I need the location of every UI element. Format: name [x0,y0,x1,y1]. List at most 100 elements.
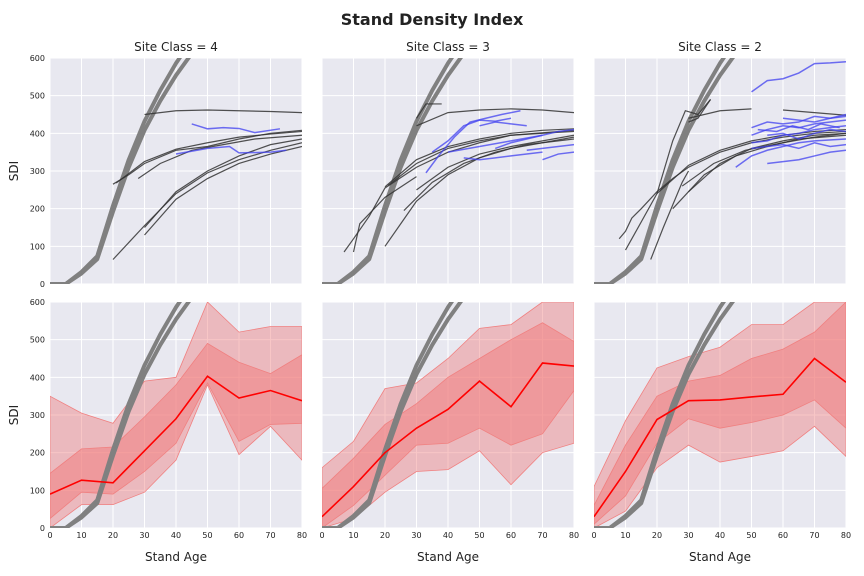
observed-line-dark [384,128,574,188]
panel-grid: Site Class = 40100200300400500600SDISite… [7,40,851,564]
x-tick-label: 50 [746,531,756,540]
observed-line-dark [688,108,752,119]
observed-line-dark [782,109,846,116]
x-tick-label: 40 [715,531,725,540]
inner-band [50,342,302,520]
observed-line-dark [352,176,417,253]
x-axis-label: Stand Age [689,550,751,564]
x-tick-label: 60 [234,531,244,540]
observed-line-blue [542,151,574,161]
panel-r1-c1: 0 10 20 30 40 50 60 70 80 Stand Age [319,301,579,564]
mean-line [50,375,302,495]
plot-area [50,302,302,528]
panel-r0-c1: Site Class = 3 [321,40,575,285]
x-axis-label: Stand Age [417,550,479,564]
x-tick-label: 40 [171,531,181,540]
y-tick-label: 100 [30,242,45,251]
inner-band [594,302,846,525]
observed-line-dark [656,99,712,194]
y-axis-label: SDI [7,405,21,425]
x-tick-label: 60 [778,531,788,540]
y-tick-label: 500 [30,92,45,101]
observed-line-dark [144,138,302,228]
mean-line [322,362,574,518]
y-tick-label: 200 [30,449,45,458]
panel-title: Site Class = 3 [406,40,490,54]
observed-line-blue [735,138,846,168]
x-tick-label: 10 [620,531,630,540]
observed-line-dark [387,129,574,186]
observed-line-blue [767,128,846,140]
observed-line-blue [425,109,521,174]
figure-title: Stand Density Index [341,10,524,29]
y-tick-label: 600 [30,54,45,63]
reference-curve-lower [50,58,191,284]
x-tick-label: 30 [411,531,421,540]
plot-area [322,58,574,284]
x-tick-label: 10 [348,531,358,540]
observed-line-blue [191,123,281,134]
observed-line-dark [144,145,302,236]
observed-line-blue [447,134,543,153]
x-tick-label: 10 [76,531,86,540]
observed-line-blue [751,125,846,144]
observed-line-blue [757,123,840,133]
plot-area [50,58,302,284]
x-tick-label: 40 [443,531,453,540]
x-tick-label: 50 [474,531,484,540]
y-tick-label: 0 [40,524,45,533]
y-tick-label: 100 [30,486,45,495]
y-tick-label: 0 [40,280,45,289]
reference-curve-lower [50,302,191,528]
observed-line-dark [416,134,574,191]
x-tick-label: 80 [297,531,307,540]
observed-line-blue [479,121,527,127]
reference-curve-lower [322,58,463,284]
observed-line-dark [144,109,302,116]
panel-r1-c0: 0 100 200 300 400 500 600 SDI 0 10 20 30 40 50 60 70 80 S… [7,298,307,564]
x-tick-label: 80 [569,531,579,540]
x-tick-label: 30 [683,531,693,540]
observed-line-dark [688,99,712,123]
reference-curve-lower [594,58,735,284]
x-tick-label: 0 [591,531,596,540]
y-tick-label: 300 [30,167,45,176]
panel-title: Site Class = 4 [134,40,218,54]
observed-line-blue [526,143,574,152]
observed-line-dark [137,134,302,180]
y-tick-label: 400 [30,373,45,382]
observed-line-dark [650,170,690,260]
x-tick-label: 70 [537,531,547,540]
observed-line-blue [463,151,543,161]
observed-line-blue [751,61,846,93]
observed-line-dark [415,103,442,119]
plot-area [594,302,846,528]
x-tick-label: 0 [319,531,324,540]
observed-line-blue [431,117,512,153]
inner-band [322,322,574,528]
y-tick-label: 600 [30,298,45,307]
panel-r0-c0: Site Class = 4 0 100 200 300 400 500 600 SDI [7,40,303,289]
observed-line-blue [751,141,846,150]
x-tick-label: 60 [506,531,516,540]
x-tick-label: 70 [809,531,819,540]
x-tick-label: 80 [841,531,851,540]
x-tick-label: 70 [265,531,275,540]
reference-curve-lower [594,302,735,528]
observed-line-blue [767,149,846,165]
x-tick-label: 50 [202,531,212,540]
x-tick-label: 30 [139,531,149,540]
x-tick-label: 20 [108,531,118,540]
observed-line-dark [115,130,302,184]
observed-line-blue [782,113,846,123]
observed-line-blue [175,145,287,155]
plot-area [594,58,846,284]
y-tick-label: 500 [30,336,45,345]
y-tick-label: 400 [30,129,45,138]
panel-title: Site Class = 2 [678,40,762,54]
panel-r0-c2: Site Class = 2 [593,40,847,285]
mean-line [594,357,846,518]
panel-r1-c2: 0 10 20 30 40 50 60 70 80 Stand Age [591,301,851,564]
y-tick-label: 300 [30,411,45,420]
